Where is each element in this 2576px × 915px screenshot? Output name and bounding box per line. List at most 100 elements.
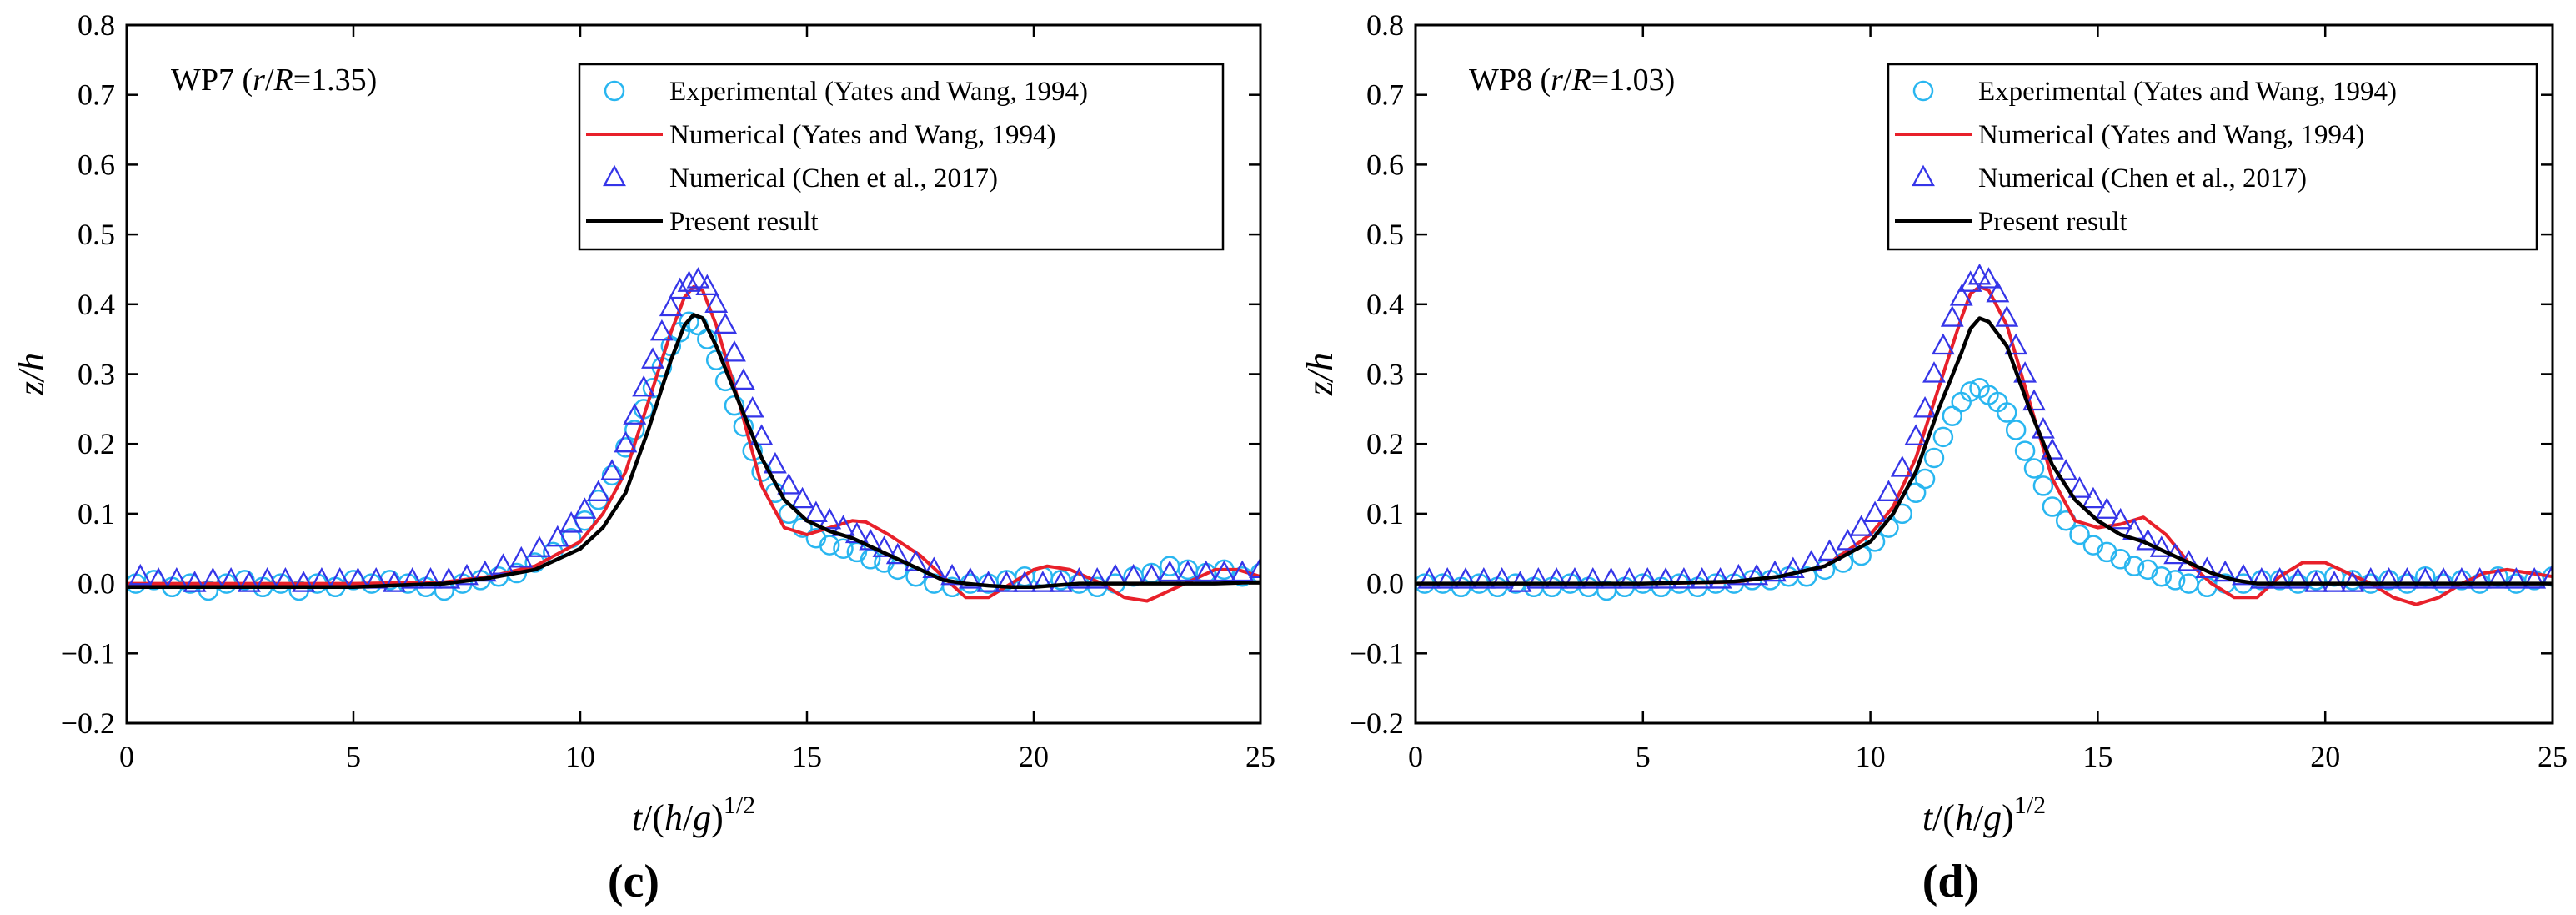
chart-panel-c: 0 5 10 15 20 25 −0.2 −0.1 0.0 0.1 0.2 0.3 0.4 0.5 0.6 0… xyxy=(11,8,1275,907)
data-point-chen xyxy=(1490,567,1514,589)
data-point-chen xyxy=(1890,455,1914,477)
legend-label: Numerical (Chen et al., 2017) xyxy=(1978,163,2307,194)
data-point-experimental xyxy=(2032,475,2054,496)
x-tick-label: 25 xyxy=(1245,740,1275,773)
data-point-chen xyxy=(2232,563,2255,586)
y-tick-label: 0.5 xyxy=(78,218,115,251)
y-tick-label: 0.3 xyxy=(1366,358,1404,391)
annotation-part: r xyxy=(1551,63,1563,98)
data-point-chen xyxy=(2541,563,2553,586)
y-tick-label: 0.1 xyxy=(78,497,115,530)
data-point-chen xyxy=(632,375,656,397)
data-point-experimental xyxy=(1942,405,1963,426)
annotation-part: =1.35) xyxy=(293,63,378,98)
plot-frame xyxy=(125,23,1262,725)
data-point-chen xyxy=(958,567,982,589)
x-tick-label: 20 xyxy=(1019,740,1049,773)
data-point-chen xyxy=(804,500,828,523)
x-axis-title-part: h xyxy=(664,797,683,838)
x-axis-title-part: / xyxy=(683,797,694,838)
data-point-chen xyxy=(763,451,787,474)
legend-marker-triangle xyxy=(603,164,626,187)
annotation-part: R xyxy=(1571,63,1591,98)
data-point-chen xyxy=(1013,571,1037,592)
data-point-experimental xyxy=(1932,426,1954,448)
data-point-chen xyxy=(237,571,261,592)
legend: Experimental (Yates and Wang, 1994) Numer… xyxy=(1887,63,2538,251)
data-point-chen xyxy=(509,545,534,568)
data-point-chen xyxy=(383,571,406,592)
y-tick-label: 0.7 xyxy=(1366,78,1404,112)
annotation-part: WP7 ( xyxy=(171,63,253,98)
data-point-chen xyxy=(418,567,443,589)
data-point-chen xyxy=(1545,567,1569,589)
data-point-experimental xyxy=(2014,440,2036,461)
data-point-chen xyxy=(128,563,153,586)
data-point-experimental xyxy=(2164,570,2186,591)
data-point-chen xyxy=(400,567,424,589)
data-point-chen xyxy=(600,459,624,480)
x-tick-label: 5 xyxy=(1636,740,1651,773)
data-point-chen xyxy=(2095,497,2119,519)
data-point-chen xyxy=(649,319,674,341)
data-point-chen xyxy=(2054,459,2078,480)
annotation-part: WP8 ( xyxy=(1469,63,1551,98)
x-axis-title-part: g xyxy=(693,797,711,838)
data-point-chen xyxy=(2377,567,2401,589)
panel-label: (c) xyxy=(608,856,659,907)
data-point-chen xyxy=(573,497,597,519)
data-point-chen xyxy=(1671,567,1696,589)
data-point-chen xyxy=(714,312,738,334)
annotation-part: =1.03) xyxy=(1591,63,1676,98)
legend: Experimental (Yates and Wang, 1994) Numer… xyxy=(578,63,1225,251)
x-tick-label: 10 xyxy=(1856,740,1886,773)
data-point-chen xyxy=(1030,571,1055,592)
x-axis-title-superscript: 1/2 xyxy=(724,792,755,819)
x-axis-title-part: ) xyxy=(711,797,724,838)
x-axis-title-part: g xyxy=(1983,797,2002,838)
data-point-chen xyxy=(1913,395,1937,418)
x-axis-title-superscript: 1/2 xyxy=(2014,792,2046,819)
y-tick-label: 0.6 xyxy=(1366,148,1404,181)
data-point-chen xyxy=(292,571,316,592)
data-point-chen xyxy=(437,567,461,589)
annotation-part: r xyxy=(253,63,265,98)
data-point-chen xyxy=(1194,560,1218,582)
data-point-chen xyxy=(1708,567,1732,589)
data-point-chen xyxy=(686,267,710,289)
legend-marker-circle xyxy=(604,80,625,102)
data-point-chen xyxy=(859,528,883,551)
x-axis-title-part: h xyxy=(1955,797,1973,838)
data-point-chen xyxy=(740,395,764,418)
data-point-chen xyxy=(1417,567,1441,589)
data-point-experimental xyxy=(679,311,699,332)
data-point-chen xyxy=(1931,333,1955,355)
data-point-chen xyxy=(940,563,965,586)
data-point-chen xyxy=(2013,361,2037,383)
data-point-chen xyxy=(818,507,842,530)
x-tick-label: 0 xyxy=(1408,740,1423,773)
data-point-chen xyxy=(1526,567,1551,589)
series-line-present-result xyxy=(127,313,1260,590)
data-point-experimental xyxy=(819,535,840,556)
y-tick-label: 0.5 xyxy=(1366,218,1404,251)
data-point-chen xyxy=(2249,567,2273,589)
data-point-chen xyxy=(1249,556,1260,579)
y-tick-label: 0.8 xyxy=(78,8,115,42)
data-point-chen xyxy=(2432,567,2455,589)
data-point-chen xyxy=(677,270,701,292)
data-point-chen xyxy=(1745,563,1769,586)
data-point-chen xyxy=(885,542,910,565)
data-point-chen xyxy=(1949,284,1973,306)
data-point-chen xyxy=(1563,567,1586,589)
data-point-experimental xyxy=(1914,468,1936,490)
data-point-chen xyxy=(1599,567,1623,589)
data-point-chen xyxy=(2082,486,2105,509)
data-point-chen xyxy=(1581,567,1605,589)
y-tick-label: 0.6 xyxy=(78,148,115,181)
legend-label: Experimental (Yates and Wang, 1994) xyxy=(1978,77,2397,107)
data-point-chen xyxy=(2358,567,2383,589)
y-tick-label: 0.0 xyxy=(1366,567,1404,601)
data-point-chen xyxy=(872,535,896,557)
